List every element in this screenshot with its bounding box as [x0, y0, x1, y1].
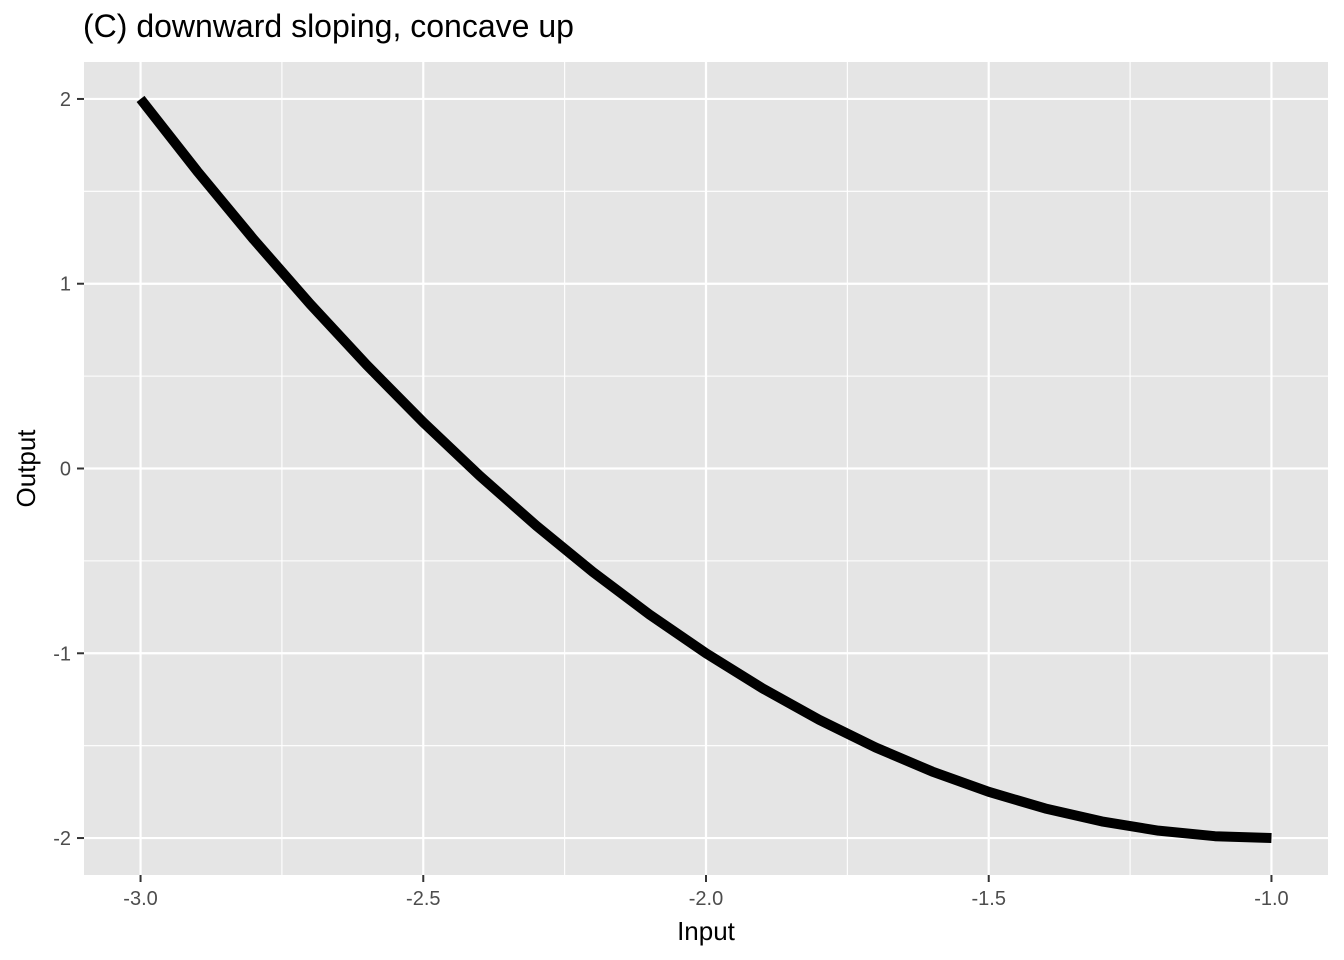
series-line-1 [136, 95, 1272, 844]
x-tick-label: -2.5 [406, 888, 440, 910]
y-tick-label: 1 [60, 274, 71, 296]
series-group [136, 95, 1272, 844]
y-tick-label: 2 [60, 89, 71, 111]
y-tick-label: -1 [53, 643, 71, 665]
chart-title: (C) downward sloping, concave up [83, 8, 574, 44]
x-tick-label: -1.0 [1254, 888, 1288, 910]
x-axis-title: Input [677, 916, 736, 946]
y-tick-label: -2 [53, 828, 71, 850]
major-gridlines [84, 62, 1328, 875]
y-axis: -2 -1 0 1 2 [53, 89, 84, 850]
x-tick-label: -1.5 [971, 888, 1005, 910]
x-tick-label: -3.0 [123, 888, 157, 910]
y-tick-label: 0 [60, 459, 71, 481]
x-tick-label: -2.0 [689, 888, 723, 910]
x-axis: -3.0 -2.5 -2.0 -1.5 -1.0 [123, 875, 1289, 910]
y-axis-title: Output [11, 429, 41, 508]
